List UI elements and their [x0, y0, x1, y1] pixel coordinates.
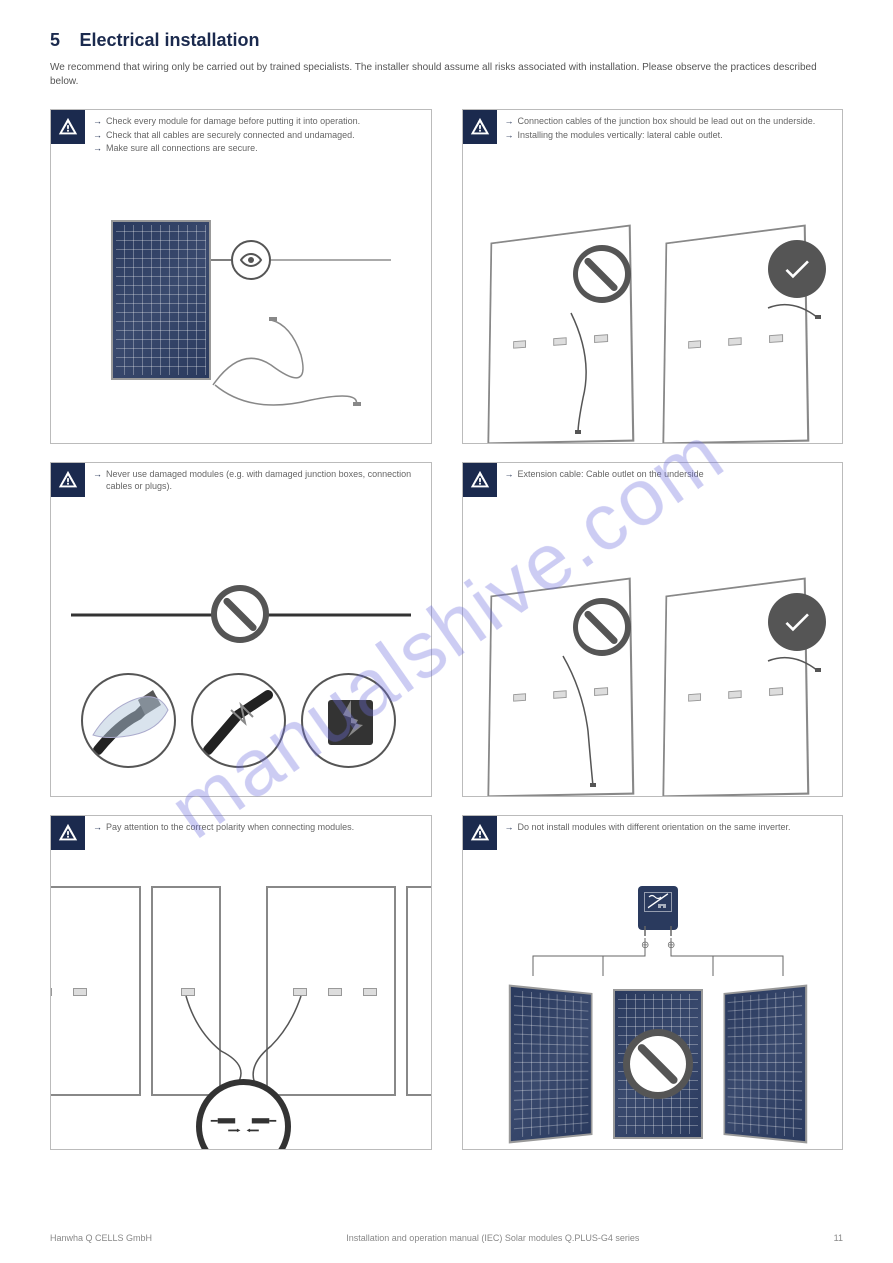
arrow-icon: → [93, 130, 102, 142]
bullet-text: Connection cables of the junction box sh… [518, 116, 816, 128]
card-header: → Connection cables of the junction box s… [463, 110, 824, 144]
arrow-icon: → [505, 822, 514, 834]
section-number: 5 [50, 30, 60, 50]
footer-left: Hanwha Q CELLS GmbH [50, 1233, 152, 1243]
bullet-text: Pay attention to the correct polarity wh… [106, 822, 354, 834]
bullet-list: → Check every module for damage before pu… [93, 110, 368, 157]
illustration [51, 110, 431, 443]
bullet-list: → Do not install modules with different o… [505, 816, 799, 836]
card-header: →Never use damaged modules (e.g. with da… [51, 463, 431, 497]
arrow-icon: → [93, 469, 102, 492]
illustration [51, 463, 431, 796]
card-no-damage: →Never use damaged modules (e.g. with da… [50, 462, 432, 797]
card-header: → Do not install modules with different o… [463, 816, 799, 850]
bullet-list: → Connection cables of the junction box s… [505, 110, 824, 143]
instruction-grid: → Check every module for damage before pu… [50, 109, 843, 1150]
bullet-text: Never use damaged modules (e.g. with dam… [106, 469, 423, 492]
section-title: Electrical installation [79, 30, 259, 50]
page-header: 5 Electrical installation [50, 30, 843, 51]
bullet-text: Make sure all connections are secure. [106, 143, 258, 155]
warning-icon [463, 816, 497, 850]
card-extension-underside: → Extension cable: Cable outlet on the un… [462, 462, 844, 797]
card-orientation-mix: → Do not install modules with different o… [462, 815, 844, 1150]
warning-icon [463, 463, 497, 497]
bullet-text: Extension cable: Cable outlet on the und… [518, 469, 704, 481]
footer-center: Installation and operation manual (IEC) … [346, 1233, 639, 1243]
arrow-icon: → [93, 143, 102, 155]
card-header: → Check every module for damage before pu… [51, 110, 368, 157]
warning-icon [51, 463, 85, 497]
card-inspect: → Check every module for damage before pu… [50, 109, 432, 444]
bullet-text: Do not install modules with different or… [518, 822, 791, 834]
page-footer: Hanwha Q CELLS GmbH Installation and ope… [50, 1233, 843, 1243]
card-header: → Pay attention to the correct polarity w… [51, 816, 362, 850]
arrow-icon: → [505, 469, 514, 481]
intro-text: We recommend that wiring only be carried… [50, 61, 843, 89]
arrow-icon: → [505, 116, 514, 128]
card-polarity: → Pay attention to the correct polarity w… [50, 815, 432, 1150]
bullet-list: → Extension cable: Cable outlet on the un… [505, 463, 712, 483]
illustration: ⊖ ⊕ [463, 816, 843, 1149]
bullet-text: Check every module for damage before put… [106, 116, 360, 128]
warning-icon [51, 110, 85, 144]
bullet-list: → Pay attention to the correct polarity w… [93, 816, 362, 836]
bullet-list: →Never use damaged modules (e.g. with da… [93, 463, 431, 494]
illustration [463, 463, 843, 796]
bullet-text: Check that all cables are securely conne… [106, 130, 355, 142]
card-cable-outlet: → Connection cables of the junction box s… [462, 109, 844, 444]
bullet-text: Installing the modules vertically: later… [518, 130, 723, 142]
warning-icon [463, 110, 497, 144]
card-header: → Extension cable: Cable outlet on the un… [463, 463, 712, 497]
footer-right: 11 [834, 1233, 843, 1243]
arrow-icon: → [505, 130, 514, 142]
illustration [463, 110, 843, 443]
warning-icon [51, 816, 85, 850]
arrow-icon: → [93, 822, 102, 834]
arrow-icon: → [93, 116, 102, 128]
illustration [51, 816, 431, 1149]
